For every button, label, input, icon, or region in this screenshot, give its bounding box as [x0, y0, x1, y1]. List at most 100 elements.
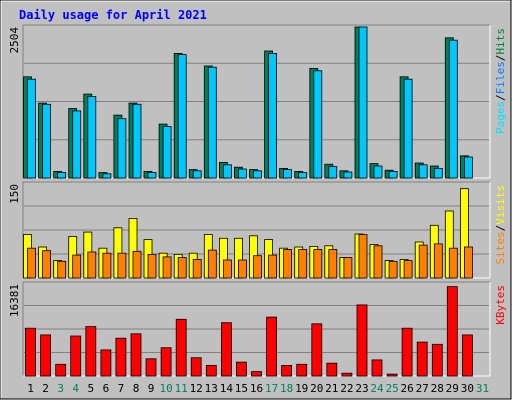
x-tick-label: 29 [446, 382, 459, 395]
bar-files-day-12 [192, 170, 202, 179]
x-axis-labels: 1 2 3 4 5 6 7 8 9 10 11 12 13 14 15 16 17 18 19 20 21 22 23 24 2… [27, 382, 489, 395]
x-tick-label: 1 [27, 382, 34, 395]
bar-sites-day-20 [313, 249, 323, 279]
bar-sites-day-3 [57, 260, 67, 279]
x-tick-label: 17 [265, 382, 278, 395]
x-tick-label: 5 [87, 382, 94, 395]
bar-sites-day-1 [27, 247, 36, 279]
bar-kbytes-day-20 [311, 323, 323, 377]
bar-files-day-17 [268, 53, 278, 179]
bar-sites-day-5 [87, 251, 97, 279]
bar-files-day-11 [177, 54, 187, 179]
bar-sites-day-17 [268, 254, 278, 279]
bar-sites-day-26 [403, 260, 413, 279]
bar-sites-day-13 [207, 249, 217, 279]
bar-kbytes-day-4 [70, 335, 82, 377]
x-tick-label: 4 [72, 382, 79, 395]
bar-files-day-5 [87, 96, 97, 179]
bar-sites-day-30 [463, 246, 473, 279]
legend-entry: Hits [494, 28, 507, 55]
bar-files-day-10 [162, 126, 172, 179]
y-max-label: 2504 [8, 27, 21, 54]
bar-kbytes-day-27 [416, 341, 428, 377]
x-tick-label: 16 [250, 382, 263, 395]
x-tick-label: 18 [280, 382, 293, 395]
x-tick-label: 26 [400, 382, 413, 395]
bar-files-day-29 [448, 39, 458, 179]
y-max-label: 150 [8, 184, 21, 204]
bar-files-day-4 [72, 110, 82, 179]
x-tick-label: 13 [205, 382, 218, 395]
x-tick-label: 7 [118, 382, 125, 395]
x-tick-label: 25 [385, 382, 398, 395]
bar-sites-day-14 [222, 259, 232, 279]
bar-kbytes-day-14 [220, 322, 232, 377]
bar-kbytes-day-16 [251, 371, 262, 377]
bar-kbytes-day-24 [371, 359, 383, 377]
bar-kbytes-day-19 [296, 363, 308, 377]
x-tick-label: 15 [235, 382, 248, 395]
bar-kbytes-day-29 [446, 286, 458, 377]
bar-kbytes-day-12 [190, 357, 202, 377]
panel-3: 16381 KBytes [8, 281, 507, 377]
bar-kbytes-day-8 [130, 333, 142, 377]
bar-sites-day-8 [132, 250, 142, 279]
bar-files-day-3 [57, 172, 67, 179]
x-tick-label: 22 [340, 382, 353, 395]
bar-files-day-20 [313, 70, 323, 179]
x-tick-label: 3 [57, 382, 64, 395]
bar-kbytes-day-21 [326, 362, 338, 377]
bar-sites-day-16 [253, 255, 262, 279]
legend-separator: / [494, 225, 507, 232]
x-tick-label: 20 [310, 382, 323, 395]
bar-kbytes-day-28 [431, 343, 443, 377]
bar-sites-day-18 [283, 249, 293, 279]
bar-sites-day-2 [42, 250, 51, 279]
bar-sites-day-11 [177, 257, 187, 279]
x-tick-label: 10 [159, 382, 172, 395]
legend-1: Pages/Files/Hits [494, 28, 507, 134]
bar-kbytes-day-15 [235, 361, 247, 377]
x-tick-label: 8 [133, 382, 140, 395]
bar-kbytes-day-9 [145, 358, 157, 377]
legend-entry: Files [494, 61, 507, 94]
bar-files-day-21 [328, 166, 338, 179]
bar-kbytes-day-25 [386, 373, 398, 377]
panels-group: 2504Pages/Files/Hits150Sites/Visits16381… [8, 24, 507, 377]
bar-kbytes-day-17 [266, 316, 278, 377]
bar-files-day-7 [117, 118, 127, 179]
bar-files-day-25 [388, 170, 398, 179]
bar-sites-day-24 [373, 245, 383, 279]
bar-files-day-26 [403, 78, 413, 179]
x-tick-label: 23 [355, 382, 368, 395]
bar-kbytes-day-30 [461, 334, 473, 377]
bar-sites-day-6 [102, 252, 112, 279]
bar-kbytes-day-5 [85, 326, 97, 377]
y-max-label: 16381 [8, 284, 21, 317]
bar-sites-day-25 [388, 260, 398, 279]
legend-3: KBytes [494, 285, 507, 325]
bar-kbytes-day-18 [281, 364, 293, 377]
bar-kbytes-day-6 [100, 349, 112, 377]
bar-files-day-1 [27, 78, 36, 179]
bar-kbytes-day-11 [175, 318, 187, 377]
bar-files-day-6 [102, 173, 112, 179]
bar-files-day-9 [147, 172, 157, 179]
bar-files-day-22 [343, 171, 353, 179]
x-tick-label: 27 [416, 382, 429, 395]
bar-files-day-14 [222, 164, 232, 179]
bar-files-day-19 [298, 172, 308, 179]
x-tick-label: 28 [431, 382, 444, 395]
legend-entry: Sites [494, 231, 507, 264]
bar-files-day-8 [132, 103, 142, 179]
x-tick-label: 19 [295, 382, 308, 395]
bar-files-day-15 [237, 168, 247, 179]
x-tick-label: 14 [220, 382, 234, 395]
x-tick-label: 6 [103, 382, 110, 395]
bar-sites-day-12 [192, 258, 202, 279]
bar-files-day-28 [433, 167, 443, 179]
legend-separator: / [494, 94, 507, 101]
x-tick-label: 31 [476, 382, 489, 395]
